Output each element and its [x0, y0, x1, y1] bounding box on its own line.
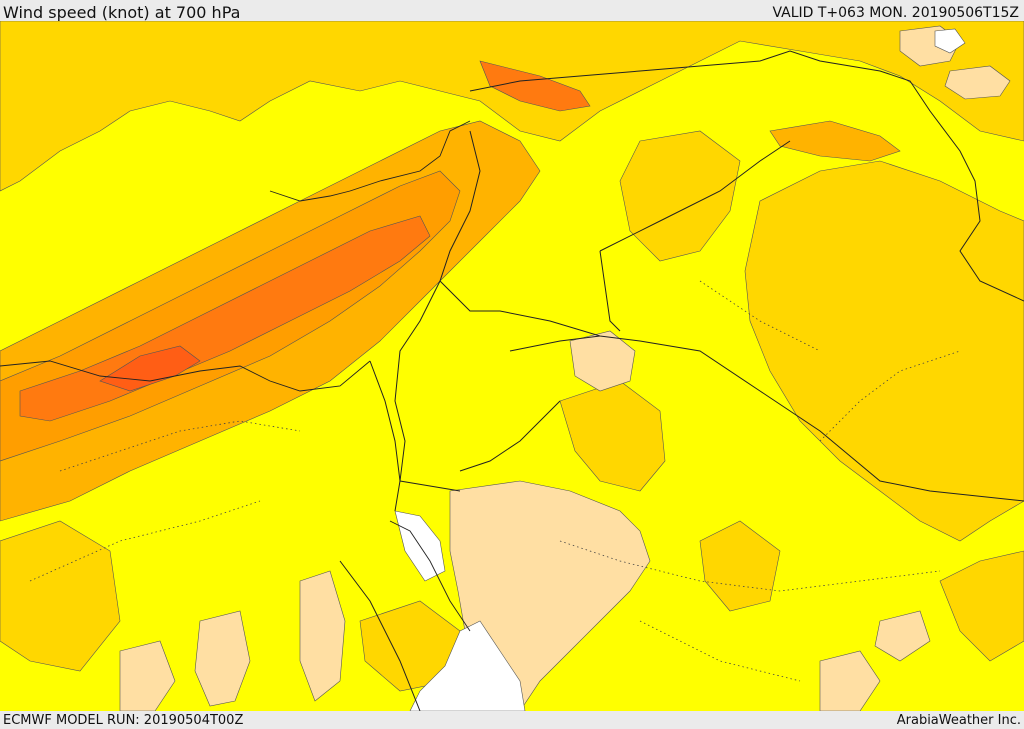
credit-label: ArabiaWeather Inc.	[896, 713, 1021, 728]
header-bar: Wind speed (knot) at 700 hPa VALID T+063…	[0, 0, 1024, 24]
footer-bar: ECMWF MODEL RUN: 20190504T00Z ArabiaWeat…	[0, 711, 1024, 729]
model-run-label: ECMWF MODEL RUN: 20190504T00Z	[3, 713, 244, 728]
band-mid-regions	[0, 21, 1024, 692]
wind-map-svg	[0, 21, 1024, 711]
wind-speed-map	[0, 21, 1024, 711]
valid-time: VALID T+063 MON. 20190506T15Z	[772, 5, 1019, 21]
province-lines	[29, 280, 961, 682]
band-high-core	[0, 60, 901, 522]
coastlines	[0, 120, 471, 632]
country-borders	[339, 50, 1024, 711]
map-title: Wind speed (knot) at 700 hPa	[3, 3, 241, 22]
